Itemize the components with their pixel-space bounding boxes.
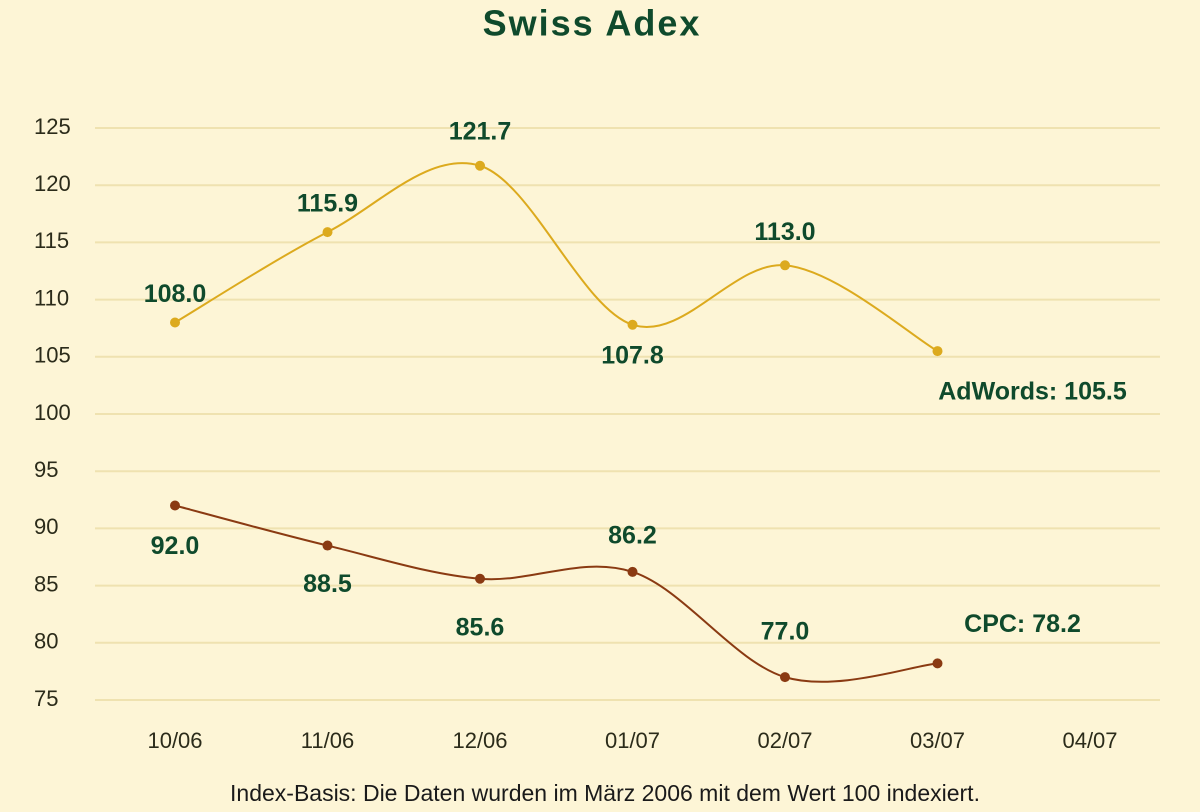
point (780, 672, 790, 683)
x-tick-label: 11/06 (301, 728, 354, 753)
point (475, 160, 485, 171)
footnote: Index-Basis: Die Daten wurden im März 20… (230, 780, 980, 806)
point (932, 658, 943, 669)
point (780, 260, 790, 271)
point (170, 317, 180, 328)
y-tick-label: 95 (34, 457, 58, 482)
data-label: 113.0 (754, 218, 815, 246)
point (322, 227, 333, 238)
x-tick-label: 01/07 (605, 728, 660, 753)
data-label: AdWords: 105.5 (938, 378, 1127, 406)
point (627, 566, 638, 577)
data-label: 108.0 (144, 280, 207, 308)
chart-title: Swiss Adex (483, 3, 702, 44)
y-tick-label: 120 (34, 171, 71, 196)
data-label: 85.6 (456, 613, 505, 641)
x-tick-label: 12/06 (452, 728, 507, 753)
y-tick-label: 80 (34, 629, 58, 654)
point (170, 500, 180, 511)
data-label: 115.9 (297, 190, 358, 218)
data-label: 77.0 (761, 618, 810, 646)
data-label: 107.8 (601, 341, 664, 369)
y-tick-label: 115 (34, 228, 69, 253)
series-line (174, 162, 938, 352)
x-tick-label: 02/07 (757, 728, 812, 753)
y-tick-label: 125 (34, 114, 71, 139)
x-tick-label: 03/07 (910, 728, 965, 753)
y-tick-label: 90 (34, 514, 58, 539)
data-label: 121.7 (449, 117, 512, 145)
y-tick-label: 75 (34, 686, 58, 711)
data-label: 88.5 (303, 570, 352, 598)
y-tick-label: 100 (34, 400, 71, 425)
data-label: 92.0 (151, 532, 200, 560)
x-tick-label: 04/07 (1062, 728, 1117, 753)
x-tick-label: 10/06 (147, 728, 202, 753)
y-tick-label: 105 (34, 343, 71, 368)
point (932, 346, 943, 357)
data-label: CPC: 78.2 (964, 610, 1081, 638)
y-tick-label: 85 (34, 571, 58, 596)
point (322, 540, 333, 551)
y-tick-label: 110 (34, 285, 69, 310)
data-label: 86.2 (608, 521, 657, 549)
point (475, 573, 485, 584)
series-line (174, 504, 938, 683)
point (627, 319, 638, 330)
